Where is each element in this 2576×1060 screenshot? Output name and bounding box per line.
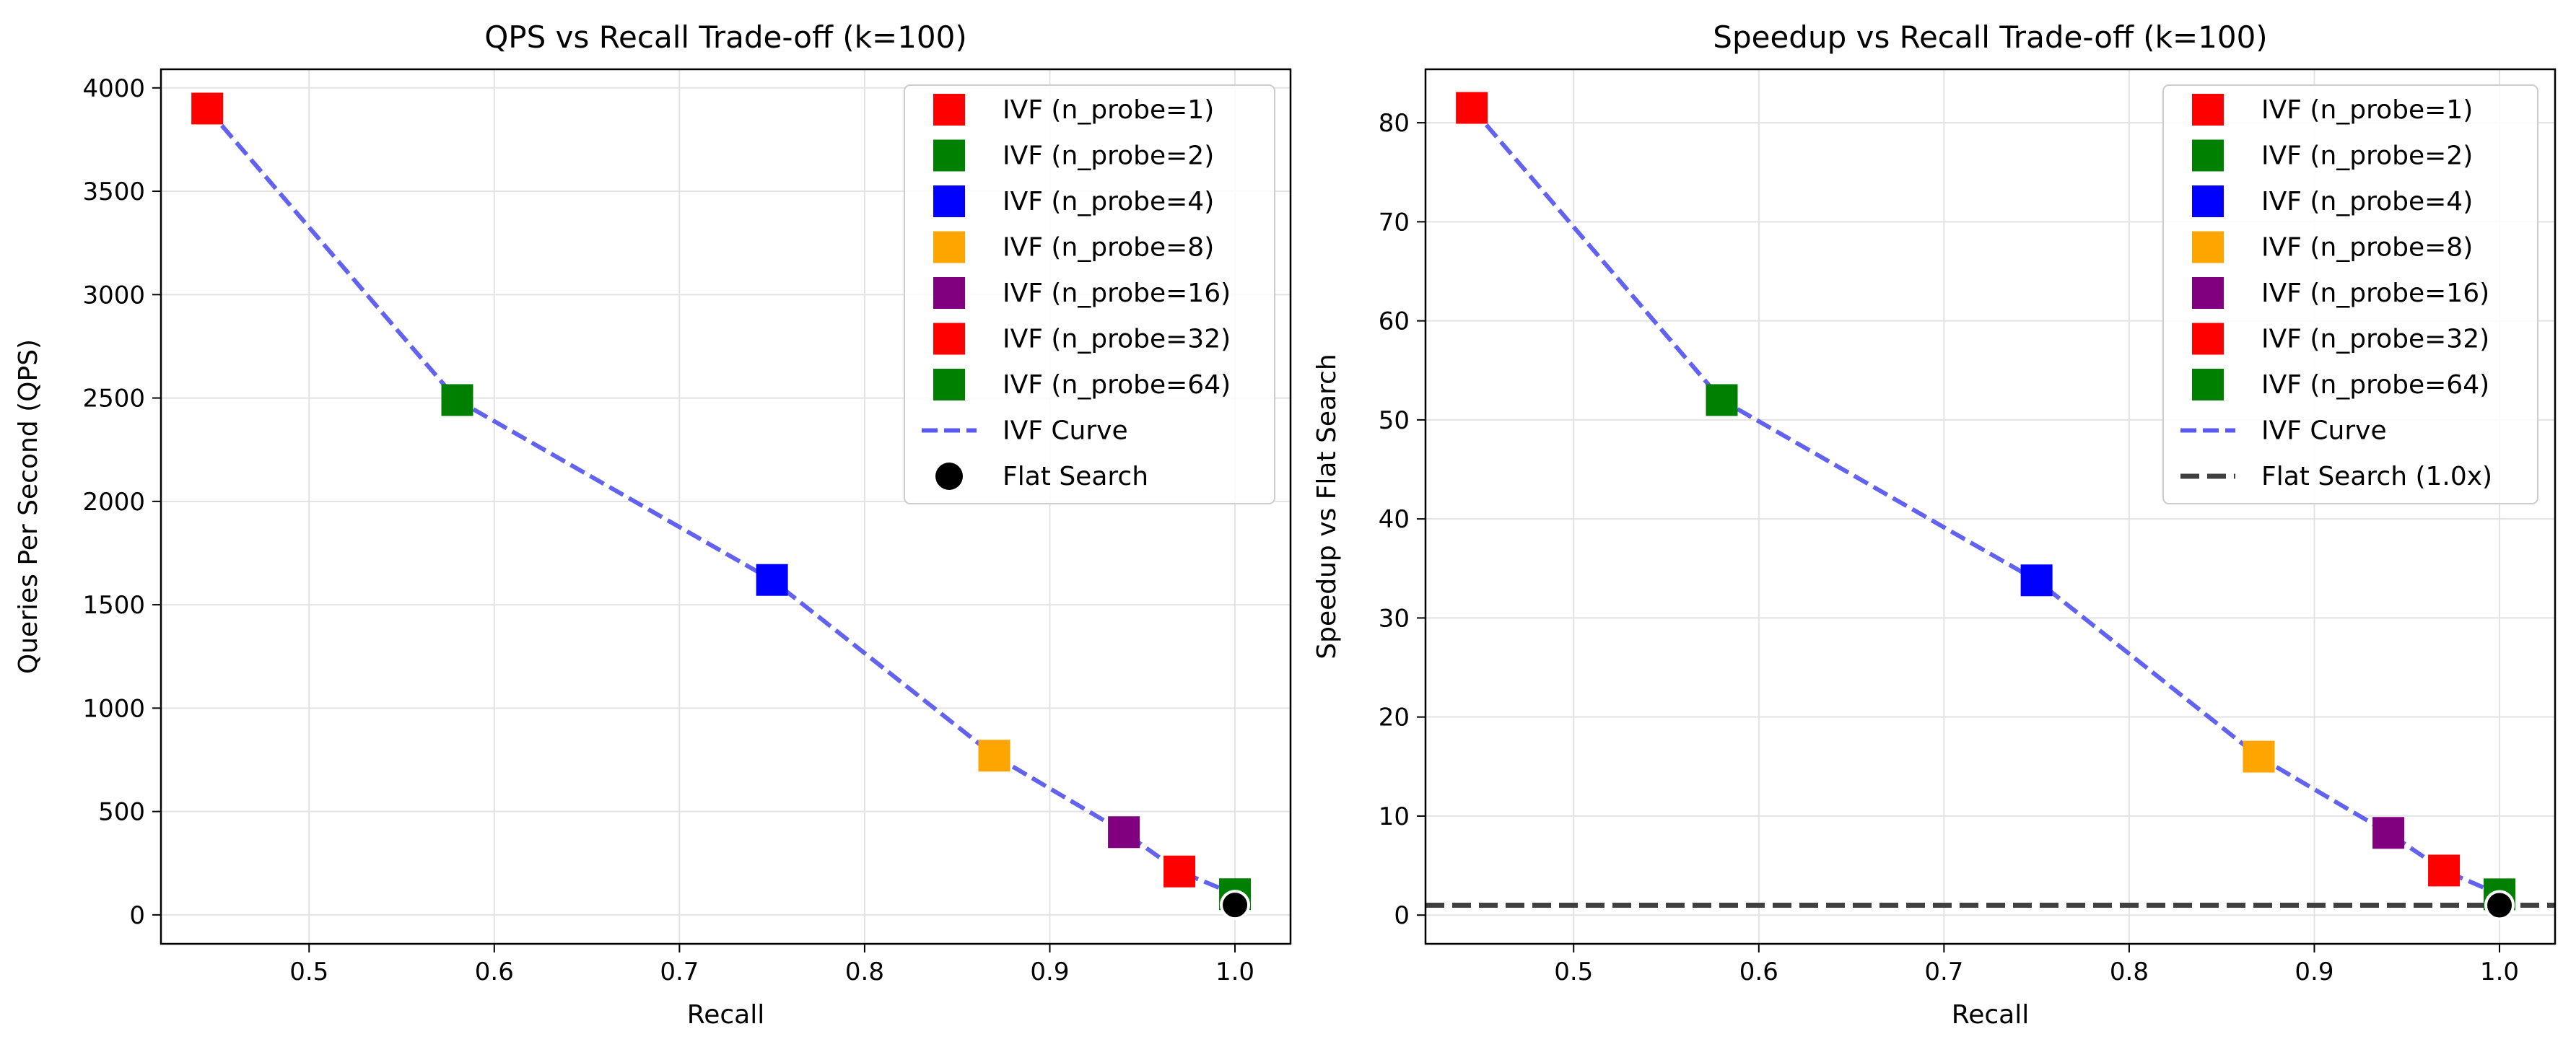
ivf-point-marker [2372, 817, 2405, 849]
y-tick-label: 2500 [82, 385, 145, 413]
y-tick-label: 70 [1379, 208, 1410, 237]
x-tick-label: 1.0 [1215, 958, 1254, 986]
flat-search-marker [1220, 890, 1251, 921]
ivf-point-marker [1456, 92, 1488, 124]
x-tick-label: 0.8 [2110, 958, 2149, 986]
legend-square-swatch [933, 369, 965, 400]
ivf-point-marker [191, 92, 224, 125]
x-tick-label: 0.7 [660, 958, 699, 986]
x-tick-label: 0.8 [845, 958, 884, 986]
data-layer [191, 92, 1252, 921]
legend: IVF (n_probe=1) IVF (n_probe=2) IVF (n_pro… [2162, 84, 2538, 504]
x-tick-label: 0.5 [1554, 958, 1593, 986]
legend-box [2162, 84, 2538, 504]
axes-frame [160, 68, 1292, 945]
x-tick-label: 0.9 [1030, 958, 1069, 986]
chart-panel-2: 0.5 0.6 0.7 0.8 0.9 1.0 0 10 20 30 40 50 60 70 80 Speed… [1312, 19, 2557, 1030]
legend-entry-label: IVF (n_probe=1) [2261, 95, 2473, 125]
x-tick-label: 1.0 [2480, 958, 2519, 986]
y-tick-label: 80 [1379, 109, 1410, 138]
legend-entry-label: IVF (n_probe=8) [1003, 233, 1214, 263]
x-tick-label: 0.7 [1924, 958, 1963, 986]
chart-title: QPS vs Recall Trade-off (k=100) [484, 19, 967, 55]
legend-square-swatch [2192, 94, 2224, 126]
legend-entry-label: IVF (n_probe=8) [2261, 233, 2473, 263]
chart-title: Speedup vs Recall Trade-off (k=100) [1713, 19, 2267, 55]
legend-box [904, 84, 1275, 504]
legend-square-swatch [933, 323, 965, 355]
legend-entry-label: IVF (n_probe=2) [2261, 141, 2473, 171]
y-tick-label: 20 [1379, 704, 1410, 732]
y-tick-label: 3500 [82, 178, 145, 206]
ivf-point-marker [2428, 854, 2461, 887]
legend-square-swatch [2192, 231, 2224, 263]
legend-square-swatch [2192, 323, 2224, 355]
x-axis-label: Recall [1952, 1000, 2029, 1030]
legend-entry-label: IVF (n_probe=64) [2261, 370, 2489, 400]
legend-circle-swatch [935, 463, 963, 490]
data-layer [1425, 92, 2555, 921]
y-tick-label: 30 [1379, 604, 1410, 633]
y-tick-label: 60 [1379, 307, 1410, 336]
x-tick-label: 0.5 [289, 958, 328, 986]
legend-entry-label: IVF (n_probe=1) [1003, 95, 1214, 125]
legend-entry-label: IVF (n_probe=4) [1003, 187, 1214, 216]
legend-square-swatch [933, 277, 965, 309]
axes-frame [1424, 68, 2557, 945]
y-tick-label: 0 [1394, 901, 1410, 930]
legend-square-swatch [933, 94, 965, 126]
chart-panel-1: 0.5 0.6 0.7 0.8 0.9 1.0 0 500 1000 1500 2000 2500 30… [14, 19, 1292, 1030]
legend-square-swatch [2192, 369, 2224, 400]
ivf-point-marker [441, 384, 473, 416]
y-tick-label: 3000 [82, 281, 145, 310]
legend-entry-label: IVF (n_probe=32) [1003, 325, 1231, 354]
x-tick-label: 0.6 [475, 958, 514, 986]
x-tick-label: 0.6 [1739, 958, 1778, 986]
legend-square-swatch [933, 231, 965, 263]
flat-search-marker [2484, 890, 2515, 921]
y-tick-label: 500 [98, 798, 145, 827]
ivf-point-marker [756, 564, 788, 596]
legend-entry-label: Flat Search [1003, 462, 1148, 491]
ivf-point-marker [1108, 816, 1140, 849]
legend-square-swatch [933, 139, 965, 172]
y-tick-label: 10 [1379, 802, 1410, 831]
y-tick-label: 1000 [82, 694, 145, 723]
legend-entry-label: Flat Search (1.0x) [2261, 462, 2492, 491]
legend-entry-label: IVF (n_probe=16) [1003, 279, 1231, 308]
legend-square-swatch [2192, 139, 2224, 172]
y-tick-label: 4000 [82, 74, 145, 103]
legend-entry-label: IVF (n_probe=32) [2261, 325, 2489, 354]
ivf-point-marker [1706, 384, 1738, 416]
y-axis-label: Queries Per Second (QPS) [14, 339, 43, 674]
legend: IVF (n_probe=1) IVF (n_probe=2) IVF (n_pro… [904, 84, 1275, 504]
legend-square-swatch [2192, 185, 2224, 217]
legend-square-swatch [933, 185, 965, 217]
ivf-point-marker [2020, 564, 2053, 597]
legend-entry-label: IVF (n_probe=64) [1003, 370, 1231, 400]
y-tick-label: 50 [1379, 406, 1410, 435]
legend-entry-label: IVF (n_probe=2) [1003, 141, 1214, 171]
y-axis-label: Speedup vs Flat Search [1312, 354, 1342, 659]
x-axis-label: Recall [687, 1000, 764, 1030]
y-tick-label: 0 [129, 901, 145, 930]
legend-entry-label: IVF Curve [2261, 416, 2387, 446]
ivf-point-marker [978, 740, 1010, 772]
y-tick-label: 1500 [82, 591, 145, 620]
legend-entry-label: IVF (n_probe=4) [2261, 187, 2473, 216]
legend-entry-label: IVF Curve [1003, 416, 1128, 446]
x-tick-label: 0.9 [2295, 958, 2333, 986]
legend-entry-label: IVF (n_probe=16) [2261, 279, 2489, 308]
ivf-point-marker [1163, 855, 1196, 888]
legend-square-swatch [2192, 277, 2224, 309]
y-tick-label: 40 [1379, 505, 1410, 534]
ivf-point-marker [2243, 740, 2275, 773]
y-tick-label: 2000 [82, 488, 145, 517]
